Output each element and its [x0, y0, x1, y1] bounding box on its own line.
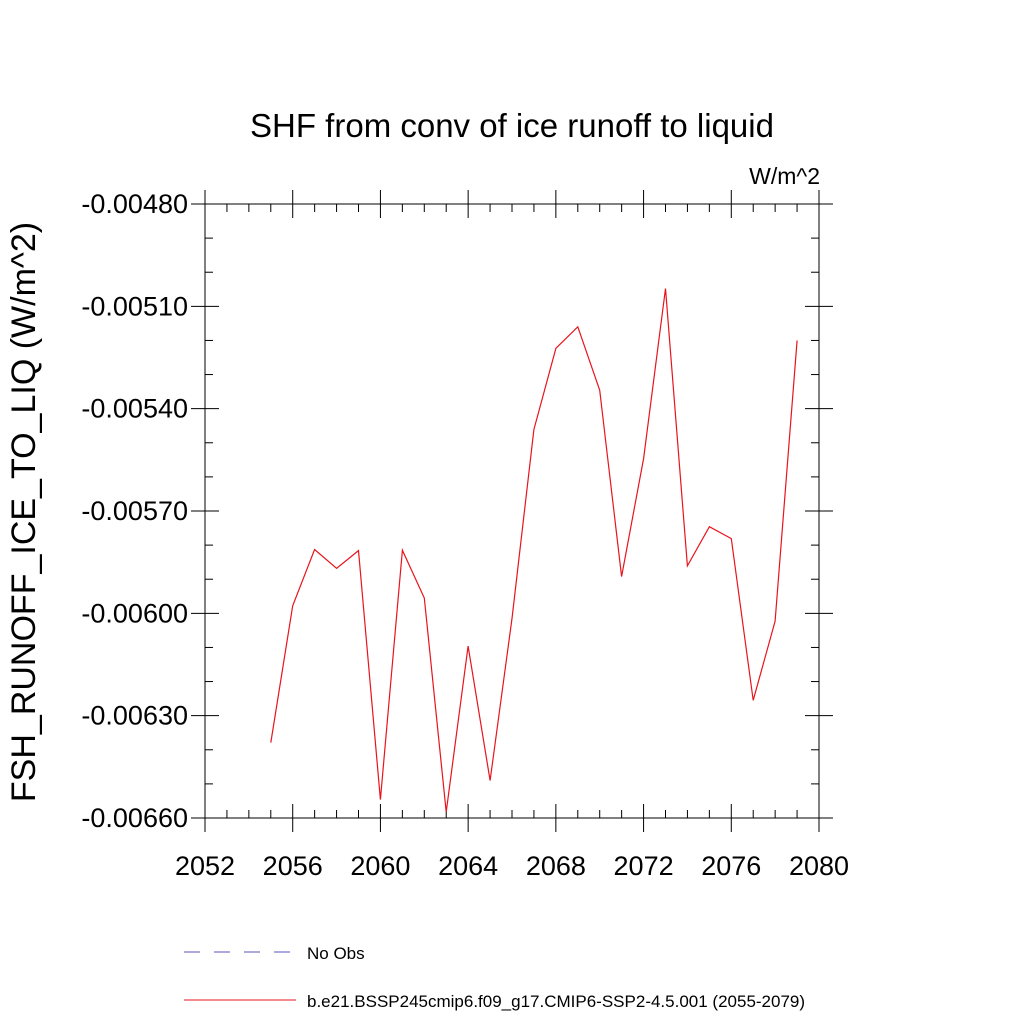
plot-frame	[204, 203, 820, 819]
y-tick-label: -0.00660	[81, 803, 188, 833]
legend-label: b.e21.BSSP245cmip6.f09_g17.CMIP6-SSP2-4.…	[307, 992, 805, 1011]
legend: No Obs b.e21.BSSP245cmip6.f09_g17.CMIP6-S…	[184, 944, 805, 1011]
series-line	[270, 288, 798, 812]
y-tick-label: -0.00480	[81, 189, 188, 219]
y-tick-label: -0.00570	[81, 496, 188, 526]
axis-tick-labels: 2052 2056 2060 2064 2068 2072 2076 2080 -0.00480…	[81, 189, 849, 881]
x-tick-label: 2080	[789, 851, 849, 881]
y-tick-label: -0.00540	[81, 394, 188, 424]
x-tick-label: 2076	[701, 851, 761, 881]
units-label: W/m^2	[749, 163, 820, 189]
y-tick-label: -0.00510	[81, 291, 188, 321]
x-tick-label: 2060	[350, 851, 410, 881]
axis-ticks	[191, 190, 833, 832]
chart-title: SHF from conv of ice runoff to liquid	[250, 107, 774, 144]
x-tick-label: 2072	[614, 851, 674, 881]
y-tick-label: -0.00630	[81, 701, 188, 731]
x-tick-label: 2056	[263, 851, 323, 881]
x-tick-label: 2052	[175, 851, 235, 881]
data-series	[270, 288, 798, 812]
x-tick-label: 2064	[438, 851, 498, 881]
legend-label: No Obs	[307, 944, 365, 963]
y-axis-label: FSH_RUNOFF_ICE_TO_LIQ (W/m^2)	[5, 222, 43, 802]
x-tick-label: 2068	[526, 851, 586, 881]
y-tick-label: -0.00600	[81, 598, 188, 628]
